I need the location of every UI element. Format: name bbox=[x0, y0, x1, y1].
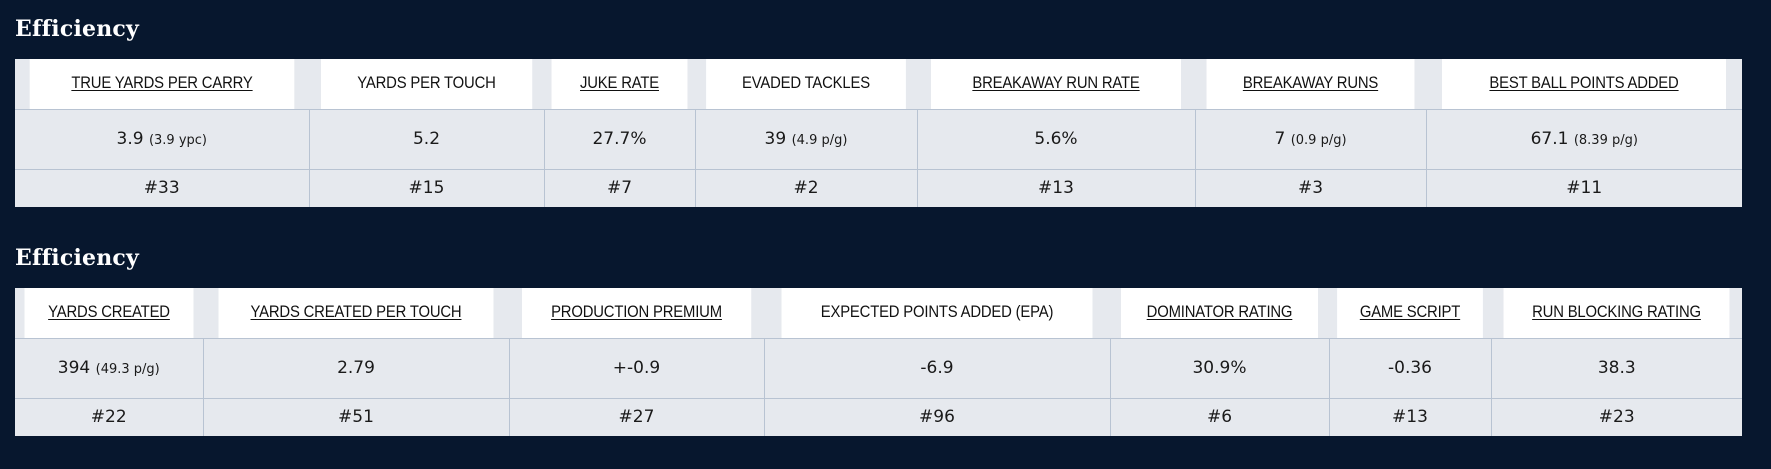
value-cell: 27.7% bbox=[543, 109, 695, 170]
value-cell: 2.79 bbox=[202, 338, 509, 399]
stat-value: -0.36 bbox=[1388, 358, 1432, 378]
rank-cell: #33 bbox=[143, 178, 180, 199]
col-header-game-script[interactable]: GAME SCRIPT bbox=[1337, 288, 1483, 339]
stat-value: 2.79 bbox=[337, 358, 375, 378]
rank-cell: #23 bbox=[1490, 398, 1742, 436]
stat-value: 30.9% bbox=[1192, 358, 1247, 378]
col-header-expected-points-added: EXPECTED POINTS ADDED (EPA) bbox=[781, 288, 1093, 339]
col-header-dominator-rating[interactable]: DOMINATOR RATING bbox=[1120, 288, 1319, 339]
col-header-yards-created[interactable]: YARDS CREATED bbox=[24, 288, 194, 339]
rank-cell: #2 bbox=[694, 169, 917, 207]
stat-subvalue: (3.9 ypc) bbox=[148, 133, 207, 148]
value-cell: 38.3 bbox=[1490, 338, 1742, 399]
stats-table: YARDS CREATED YARDS CREATED PER TOUCH PR… bbox=[15, 288, 1742, 436]
rank-cell: #22 bbox=[90, 407, 127, 428]
rank-cell: #3 bbox=[1194, 169, 1426, 207]
value-cell: 5.2 bbox=[308, 109, 544, 170]
value-cell: +-0.9 bbox=[508, 338, 764, 399]
col-header-true-yards-per-carry[interactable]: TRUE YARDS PER CARRY bbox=[29, 59, 295, 110]
header-row: TRUE YARDS PER CARRY YARDS PER TOUCH JUK… bbox=[15, 59, 1742, 110]
stat-value: 5.6% bbox=[1034, 129, 1078, 149]
stat-value: 7 bbox=[1274, 129, 1286, 149]
ranks-row: #33 #15 #7 #2 #13 #3 #11 bbox=[15, 169, 1742, 207]
rank-cell: #13 bbox=[1328, 398, 1491, 436]
rank-cell: #11 bbox=[1425, 169, 1742, 207]
values-row: 394 (49.3 p/g) 2.79 +-0.9 -6.9 30.9% -0.… bbox=[15, 338, 1742, 399]
col-header-breakaway-runs[interactable]: BREAKAWAY RUNS bbox=[1206, 59, 1415, 110]
col-header-breakaway-run-rate[interactable]: BREAKAWAY RUN RATE bbox=[930, 59, 1182, 110]
value-cell: 67.1 (8.39 p/g) bbox=[1425, 109, 1742, 170]
value-cell: 5.6% bbox=[916, 109, 1195, 170]
value-cell: -6.9 bbox=[763, 338, 1110, 399]
stat-value: 39 bbox=[764, 129, 787, 149]
rank-cell: #13 bbox=[916, 169, 1195, 207]
stat-value: 5.2 bbox=[412, 129, 441, 149]
section-title: Efficiency bbox=[15, 16, 139, 42]
col-header-yards-per-touch: YARDS PER TOUCH bbox=[320, 59, 533, 110]
rank-cell: #27 bbox=[508, 398, 764, 436]
col-header-production-premium[interactable]: PRODUCTION PREMIUM bbox=[521, 288, 752, 339]
section-title: Efficiency bbox=[15, 245, 139, 271]
stat-value: 38.3 bbox=[1597, 358, 1636, 378]
value-cell: -0.36 bbox=[1328, 338, 1491, 399]
rank-cell: #6 bbox=[1109, 398, 1329, 436]
value-cell: 7 (0.9 p/g) bbox=[1194, 109, 1426, 170]
values-row: 3.9 (3.9 ypc) 5.2 27.7% 39 (4.9 p/g) 5.6… bbox=[15, 109, 1742, 170]
rank-cell: #7 bbox=[543, 169, 695, 207]
stat-value: +-0.9 bbox=[612, 358, 661, 378]
stat-value: 27.7% bbox=[592, 129, 647, 149]
stat-value: 394 bbox=[57, 358, 91, 378]
col-header-evaded-tackles: EVADED TACKLES bbox=[706, 59, 906, 110]
value-cell: 30.9% bbox=[1109, 338, 1329, 399]
rank-cell: #96 bbox=[763, 398, 1110, 436]
value-cell: 3.9 (3.9 ypc) bbox=[15, 109, 309, 170]
stats-table: TRUE YARDS PER CARRY YARDS PER TOUCH JUK… bbox=[15, 59, 1742, 207]
col-header-juke-rate[interactable]: JUKE RATE bbox=[551, 59, 688, 110]
rank-cell: #15 bbox=[308, 169, 544, 207]
value-cell: 39 (4.9 p/g) bbox=[694, 109, 917, 170]
rank-cell: #51 bbox=[202, 398, 509, 436]
header-row: YARDS CREATED YARDS CREATED PER TOUCH PR… bbox=[15, 288, 1742, 339]
stat-subvalue: (4.9 p/g) bbox=[791, 133, 848, 148]
ranks-row: #22 #51 #27 #96 #6 #13 #23 bbox=[15, 398, 1742, 436]
efficiency-section-2: Efficiency YARDS CREATED YARDS CREATED P… bbox=[15, 241, 1742, 436]
value-cell: 394 (49.3 p/g) bbox=[15, 338, 203, 399]
stat-value: 67.1 bbox=[1530, 129, 1569, 149]
stat-value: -6.9 bbox=[920, 358, 954, 378]
stat-subvalue: (49.3 p/g) bbox=[95, 362, 160, 377]
col-header-yards-created-per-touch[interactable]: YARDS CREATED PER TOUCH bbox=[218, 288, 494, 339]
stat-value: 3.9 bbox=[116, 129, 144, 149]
stat-subvalue: (0.9 p/g) bbox=[1290, 133, 1347, 148]
stat-subvalue: (8.39 p/g) bbox=[1573, 133, 1638, 148]
col-header-best-ball-points-added[interactable]: BEST BALL POINTS ADDED bbox=[1441, 59, 1727, 110]
col-header-run-blocking-rating[interactable]: RUN BLOCKING RATING bbox=[1503, 288, 1730, 339]
efficiency-section-1: Efficiency TRUE YARDS PER CARRY YARDS PE… bbox=[15, 12, 1742, 207]
